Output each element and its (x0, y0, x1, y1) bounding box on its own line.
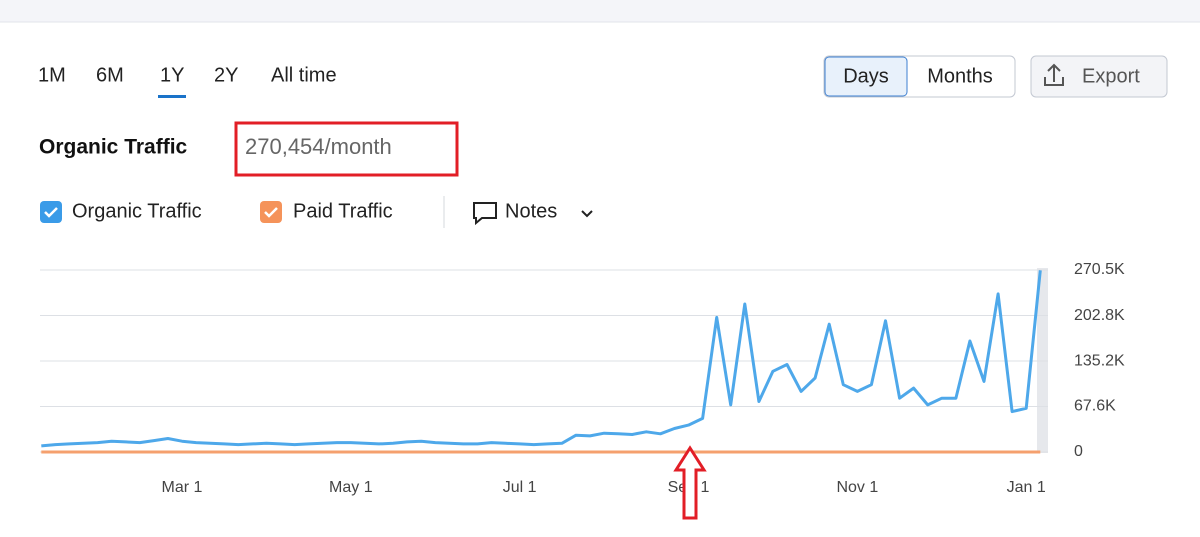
view-button[interactable]: Months (927, 65, 993, 87)
metric-value: 270,454/month (245, 134, 392, 159)
notes-icon (473, 202, 497, 226)
period-tab[interactable]: 2Y (214, 64, 238, 86)
series-line (41, 270, 1042, 448)
export-icon (1044, 63, 1064, 86)
export-button[interactable] (1030, 55, 1168, 98)
y-tick-label: 0 (1074, 443, 1083, 460)
y-tick-label: 135.2K (1074, 352, 1125, 369)
y-tick-label: 270.5K (1074, 261, 1125, 278)
view-active[interactable] (824, 56, 908, 97)
legend-checkbox[interactable] (260, 201, 282, 223)
x-tick-label: Jul 1 (503, 479, 537, 496)
period-tab[interactable]: All time (271, 64, 337, 86)
x-tick-label: Mar 1 (162, 479, 203, 496)
legend-label[interactable]: Organic Traffic (72, 200, 202, 222)
export-label[interactable]: Export (1082, 65, 1140, 87)
top-strip (0, 0, 1200, 22)
notes-button[interactable]: Notes (505, 200, 557, 222)
annotation-arrow (673, 445, 707, 520)
legend-label[interactable]: Paid Traffic (293, 200, 393, 222)
chevron (581, 210, 593, 218)
highlight-box (234, 121, 459, 177)
metric-label: Organic Traffic (39, 136, 188, 159)
view-button[interactable]: Days (843, 65, 889, 87)
check (264, 207, 278, 218)
period-tab[interactable]: 1M (38, 64, 66, 86)
active-underline (158, 95, 186, 98)
y-tick-label: 202.8K (1074, 307, 1125, 324)
hover-band (1037, 268, 1048, 453)
x-tick-label: May 1 (329, 479, 373, 496)
x-tick-label: Nov 1 (836, 479, 878, 496)
period-tab[interactable]: 1Y (160, 64, 184, 86)
x-tick-label: Jan 1 (1007, 479, 1046, 496)
legend-checkbox[interactable] (40, 201, 62, 223)
y-tick-label: 67.6K (1074, 398, 1116, 415)
check (44, 207, 58, 218)
period-tab[interactable]: 6M (96, 64, 124, 86)
